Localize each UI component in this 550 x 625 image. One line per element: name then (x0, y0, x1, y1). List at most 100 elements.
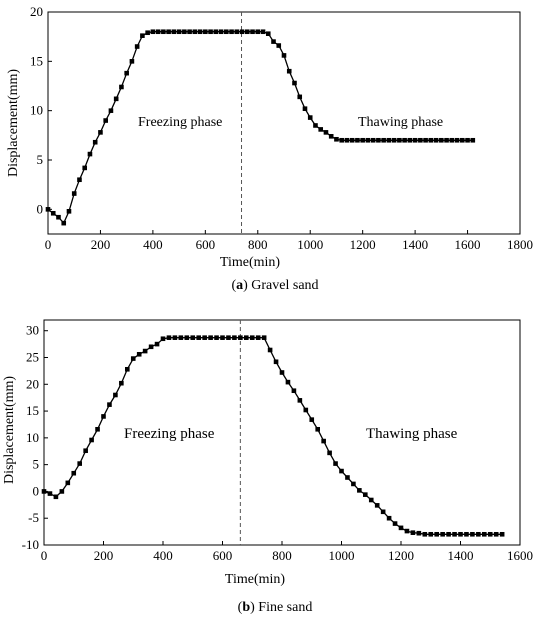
data-point (190, 335, 196, 340)
x-tick-label: 400 (153, 548, 173, 563)
data-point (238, 335, 243, 340)
caption-text: Gravel sand (251, 278, 319, 293)
data-point (150, 29, 156, 35)
data-point (136, 351, 142, 357)
data-point (402, 137, 407, 143)
data-point (119, 380, 124, 386)
x-tick-label: 1600 (455, 237, 481, 252)
x-tick-label: 1200 (350, 237, 376, 252)
data-point (365, 137, 371, 143)
data-point (397, 137, 402, 143)
data-point (197, 29, 203, 35)
data-point (440, 531, 445, 537)
y-tick-label: 30 (26, 323, 39, 338)
data-point (208, 29, 213, 35)
data-point (203, 29, 208, 35)
x-axis-ticks: 0 200 400 600 800 1000 1200 1400 1600 (41, 541, 533, 563)
data-point (410, 530, 416, 535)
data-point (171, 29, 177, 35)
data-point (47, 491, 53, 496)
data-point (391, 137, 397, 143)
data-point (363, 492, 368, 497)
data-point (444, 137, 449, 143)
data-point (449, 137, 455, 143)
data-point (465, 137, 470, 143)
data-point (226, 335, 231, 340)
data-point (77, 177, 82, 183)
caption-a: (a) Gravel sand (231, 278, 319, 293)
data-point (291, 388, 297, 394)
data-point (260, 29, 266, 35)
data-point (125, 366, 130, 372)
data-point (250, 29, 255, 35)
y-axis-title: Displacement(mm) (2, 376, 17, 484)
data-point (344, 137, 350, 143)
data-point (339, 468, 344, 474)
x-tick-label: 1200 (388, 548, 414, 563)
data-point (333, 461, 338, 466)
y-tick-label: 5 (37, 152, 44, 167)
data-point (279, 370, 285, 375)
data-point (499, 531, 505, 537)
data-point (89, 437, 94, 443)
y-tick-label: 5 (33, 457, 40, 472)
series-markers (45, 29, 476, 226)
data-point (98, 130, 103, 135)
freezing-phase-label: Freezing phase (124, 426, 215, 442)
data-point (285, 379, 291, 385)
data-point (368, 497, 374, 503)
data-point (108, 108, 114, 113)
caption-text: Fine sand (258, 600, 313, 615)
data-point (307, 115, 313, 120)
data-point (244, 335, 249, 340)
data-point (213, 29, 219, 35)
data-point (107, 402, 112, 407)
data-point (464, 531, 469, 537)
data-point (302, 106, 308, 111)
data-point (470, 531, 475, 537)
data-point (224, 29, 229, 35)
x-tick-label: 800 (248, 237, 268, 252)
data-point (218, 29, 224, 35)
data-point (130, 356, 136, 361)
data-point (327, 450, 332, 456)
x-tick-label: 400 (143, 237, 163, 252)
data-point (154, 341, 160, 347)
data-point (334, 136, 339, 142)
data-point (56, 214, 61, 220)
data-point (161, 29, 166, 35)
data-point (184, 335, 190, 340)
data-point (446, 531, 451, 537)
x-tick-label: 200 (94, 548, 114, 563)
data-point (454, 137, 460, 143)
data-point (119, 84, 124, 90)
data-point (255, 29, 261, 35)
data-point (83, 448, 88, 454)
x-tick-label: 1400 (448, 548, 474, 563)
data-point (82, 165, 88, 171)
data-point (297, 94, 303, 100)
data-point (286, 68, 292, 74)
data-point (101, 414, 106, 419)
data-point (328, 134, 334, 139)
data-point (386, 137, 392, 143)
caption-label: a (236, 278, 244, 293)
data-point (339, 137, 344, 143)
data-point (351, 481, 356, 487)
y-axis-title: Displacement(mm) (6, 69, 21, 177)
data-point (95, 426, 100, 432)
data-point (370, 137, 376, 143)
data-point (124, 70, 129, 76)
data-point (482, 531, 487, 537)
x-tick-label: 600 (196, 237, 216, 252)
data-point (381, 137, 386, 143)
data-point (129, 59, 135, 64)
data-point (380, 509, 386, 515)
data-point (50, 210, 56, 216)
data-point (428, 531, 434, 537)
data-point (460, 137, 465, 143)
series-line (47, 31, 473, 225)
data-point (355, 137, 360, 143)
data-point (182, 29, 187, 35)
y-tick-label: 20 (30, 4, 43, 19)
